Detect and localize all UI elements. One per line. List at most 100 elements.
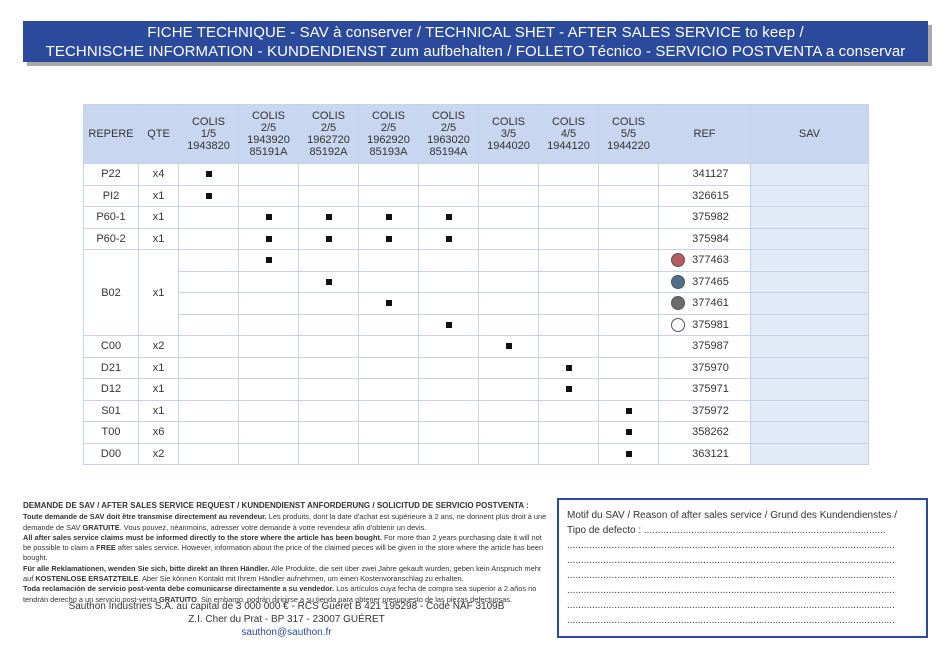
header-qte: QTE xyxy=(138,104,179,164)
cell-colis-6 xyxy=(478,163,539,186)
cell-colis-8 xyxy=(598,163,659,186)
cell-colis-2 xyxy=(238,378,299,401)
cell-colis-2 xyxy=(238,292,299,315)
header-colis-line: 1962920 xyxy=(367,134,410,146)
cell-colis-7 xyxy=(538,421,599,444)
cell-sav xyxy=(750,378,869,401)
header-colis-line: 1943820 xyxy=(187,140,230,152)
color-swatch-icon xyxy=(671,317,685,332)
cell-colis-5 xyxy=(418,421,479,444)
cell-colis-8 xyxy=(598,399,659,422)
cell-colis-6 xyxy=(478,442,539,465)
cell-ref: 377461 xyxy=(658,292,751,315)
square-mark-icon xyxy=(265,235,272,242)
header-colis-line: COLIS xyxy=(491,116,525,128)
cell-colis-5 xyxy=(418,442,479,465)
cell-colis-4 xyxy=(358,313,419,336)
cell-colis-7 xyxy=(538,184,599,207)
cell-colis-1 xyxy=(178,184,239,207)
cell-colis-5 xyxy=(418,184,479,207)
cell-repere: D21 xyxy=(83,356,139,379)
cell-qte: x2 xyxy=(138,442,179,465)
header-repere: REPERE xyxy=(83,104,139,164)
cell-colis-5 xyxy=(418,378,479,401)
header-colis-line: COLIS xyxy=(191,116,225,128)
cell-colis-7 xyxy=(538,270,599,293)
cell-colis-1 xyxy=(178,227,239,250)
cell-repere: PI2 xyxy=(83,184,139,207)
header-colis-line: 1963020 xyxy=(427,134,470,146)
cell-sav xyxy=(750,270,869,293)
cell-ref: 377463 xyxy=(658,249,751,272)
header-colis-line: 2/5 xyxy=(260,122,277,134)
header-colis-line: 85194A xyxy=(429,146,468,158)
table-row: S01 x1 375972 xyxy=(83,399,869,422)
table-row: 375981 xyxy=(84,313,869,336)
cell-colis-7 xyxy=(538,163,599,186)
header-sav: SAV xyxy=(750,104,869,164)
sav-paragraph-bold: All after sales service claims must be i… xyxy=(23,532,382,542)
header-colis-line: 2/5 xyxy=(320,122,337,134)
cell-colis-2 xyxy=(238,442,299,465)
sav-paragraph: All after sales service claims must be i… xyxy=(23,533,550,564)
cell-repere: T00 xyxy=(83,421,139,444)
square-mark-icon xyxy=(325,214,332,221)
cell-colis-1 xyxy=(178,399,239,422)
cell-colis-2 xyxy=(238,249,299,272)
cell-colis-1 xyxy=(178,356,239,379)
ref-number: 341127 xyxy=(692,168,729,181)
sav-paragraph-text2: . Sin embargo, podrán dirigirse a su tie… xyxy=(196,594,513,604)
cell-repere: C00 xyxy=(83,335,139,358)
header-colis-7: COLIS 4/5 1944120 xyxy=(538,104,599,164)
cell-repere: P22 xyxy=(83,163,139,186)
cell-colis-8 xyxy=(598,227,659,250)
header-colis-2: COLIS 2/5 1943920 85191A xyxy=(238,104,299,164)
table-row: D00 x2 363121 xyxy=(83,442,869,465)
sav-paragraph-text: Los artículos cuya fecha de compra sea s… xyxy=(23,584,537,604)
cell-colis-3 xyxy=(298,270,359,293)
header-colis-line: COLIS xyxy=(551,116,585,128)
header-colis-line: 2/5 xyxy=(380,122,397,134)
square-mark-icon xyxy=(625,450,632,457)
cell-colis-5 xyxy=(418,399,479,422)
square-mark-icon xyxy=(565,386,572,393)
cell-colis-6 xyxy=(478,335,539,358)
sav-paragraph-text: For more than 2 years purchasing date it… xyxy=(23,532,542,553)
cell-colis-8 xyxy=(598,356,659,379)
cell-colis-6 xyxy=(478,313,539,336)
header-colis-line: 85192A xyxy=(309,146,348,158)
ref-number: 377465 xyxy=(692,275,729,288)
square-mark-icon xyxy=(385,300,392,307)
header-colis-line: 1962720 xyxy=(307,134,350,146)
cell-ref: 326615 xyxy=(658,184,751,207)
dotted-write-line: ........................................… xyxy=(567,570,895,581)
cell-colis-2 xyxy=(238,313,299,336)
cell-qte: x1 xyxy=(138,227,179,250)
ref-number: 377463 xyxy=(692,254,729,267)
cell-colis-4 xyxy=(358,292,419,315)
cell-colis-1 xyxy=(178,206,239,229)
cell-colis-6 xyxy=(478,270,539,293)
cell-colis-4 xyxy=(358,378,419,401)
sav-paragraph-bold: Toute demande de SAV doit être transmise… xyxy=(23,512,267,522)
cell-ref: 375970 xyxy=(658,356,751,379)
cell-sav xyxy=(750,356,869,379)
cell-colis-3 xyxy=(298,184,359,207)
cell-ref: 375981 xyxy=(658,313,751,336)
sav-paragraph-text: Alle Produkte, die seit über zwei Jahre … xyxy=(23,563,542,584)
header-colis-line: COLIS xyxy=(371,110,405,122)
cell-colis-5 xyxy=(418,270,479,293)
cell-colis-7 xyxy=(538,399,599,422)
square-mark-icon xyxy=(205,171,212,178)
cell-colis-2 xyxy=(238,227,299,250)
square-mark-icon xyxy=(625,429,632,436)
color-swatch-icon xyxy=(671,274,685,289)
square-mark-icon xyxy=(385,235,392,242)
header-colis-6: COLIS 3/5 1944020 xyxy=(478,104,539,164)
sav-paragraph-bold: Toda reclamación de servicio post-venta … xyxy=(23,584,335,594)
cell-ref: 375972 xyxy=(658,399,751,422)
cell-colis-3 xyxy=(298,421,359,444)
sav-paragraph-bold2: GRATUITE xyxy=(82,522,120,532)
dotted-write-line: ........................................… xyxy=(567,555,895,566)
ref-number: 363121 xyxy=(692,447,729,460)
